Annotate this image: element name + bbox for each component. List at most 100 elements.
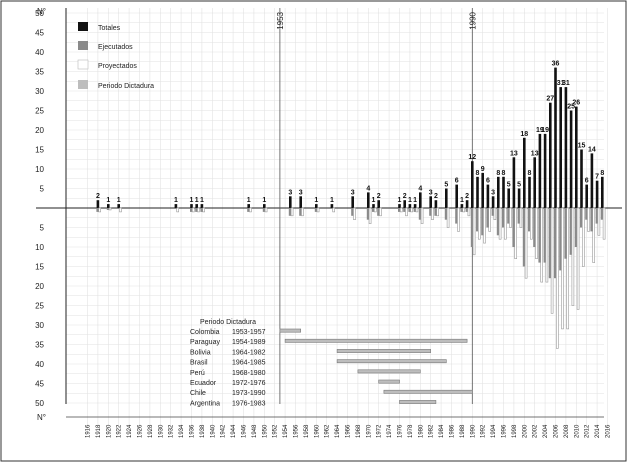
bar-label: 2 [96,193,100,200]
bar-proyectados [405,207,408,217]
x-tick-label: 1946 [242,424,248,438]
dictadura-bar [336,349,432,353]
bar-label: 1 [314,197,318,204]
x-tick-label: 1966 [346,424,352,438]
bar-label: 8 [496,170,500,177]
bar-proyectados [472,207,476,256]
bar-proyectados [592,207,596,263]
bar-proyectados [545,207,549,283]
bar-proyectados [566,207,570,330]
bar-totales [569,110,573,208]
bar-label: 4 [366,185,370,192]
y-tick-label-up: 30 [35,87,44,96]
bar-totales [107,204,110,208]
bar-label: 12 [468,154,476,161]
bar-ejecutados [574,208,577,247]
bar-proyectados [529,207,533,240]
dictadura-bar [279,328,301,333]
bar-totales [564,87,568,208]
x-tick-label: 1960 [314,424,320,438]
x-tick-label: 1944 [231,424,237,438]
bar-proyectados [379,207,382,217]
bar-label: 3 [299,189,303,196]
bar-proyectados [555,207,559,349]
bar-label: 3 [351,189,355,196]
bar-label: 25 [567,104,575,111]
x-tick-label: 1998 [512,424,518,438]
bar-totales [403,200,406,208]
bar-totales [554,67,557,208]
x-tick-label: 2004 [543,424,549,438]
x-tick-label: 1984 [439,424,445,438]
bar-label: 1 [413,197,417,204]
bar-proyectados [446,207,450,228]
legend-label: Proyectados [98,63,137,70]
y-tick-label-up: 20 [35,126,44,135]
bar-ejecutados [538,208,541,263]
bar-ejecutados [200,208,203,212]
bar-totales [507,188,510,208]
bar-proyectados [535,207,538,260]
x-tick-label: 1988 [460,424,466,438]
bar-totales [549,102,552,208]
bar-ejecutados [314,208,317,212]
bar-label: 8 [528,170,532,177]
bar-proyectados [119,207,122,213]
bar-label: 1 [195,197,199,204]
x-tick-label: 1942 [221,424,227,438]
dictadura-bar [284,338,468,343]
bar-proyectados [571,207,575,306]
bar-ejecutados [580,208,583,228]
bar-label: 5 [444,182,448,189]
legend-label: Periodo Dictadura [98,83,154,90]
bar-ejecutados [502,208,505,228]
dictadura-country: Perú [190,370,205,377]
bar-label: 6 [455,178,459,185]
x-tick-label: 2000 [522,424,528,438]
bar-totales [96,200,100,208]
bar-ejecutados [195,208,198,212]
bar-proyectados [290,207,294,217]
y-tick-label-up: 10 [35,165,44,174]
y-tick-label-down: 5 [40,224,45,233]
dictadura-country: Ecuador [190,380,217,387]
x-tick-label: 1918 [96,424,102,438]
x-tick-label: 1922 [117,424,123,438]
bar-proyectados [420,207,424,224]
bar-proyectados [503,207,507,240]
bar-proyectados [576,207,580,310]
bar-ejecutados [398,208,401,212]
x-tick-label: 1982 [429,424,435,438]
bar-label: 1 [408,197,412,204]
bar-label: 36 [552,61,560,68]
y-tick-label-down: 25 [35,302,44,311]
x-tick-label: 1952 [273,424,279,438]
bar-ejecutados [429,208,432,216]
y-tick-label-down: 35 [35,341,44,350]
y-tick-label-down: 20 [35,282,44,291]
y-axis-title-bottom: N° [37,413,46,422]
bar-totales [445,188,448,208]
x-tick-label: 1970 [366,424,372,438]
bar-proyectados [514,207,518,260]
bar-label: 8 [600,170,604,177]
x-tick-label: 2010 [574,424,580,438]
bar-ejecutados [403,208,406,212]
bar-totales [590,153,594,208]
bar-proyectados [550,207,554,314]
bar-label: 1 [247,197,251,204]
bar-label: 14 [588,146,596,153]
bar-totales [174,204,178,208]
x-tick-label: 1950 [262,424,268,438]
bar-proyectados [264,207,268,213]
bar-totales [419,192,422,208]
bar-ejecutados [299,208,302,216]
bar-ejecutados [455,208,458,224]
bar-ejecutados [522,208,525,267]
bar-totales [601,176,604,208]
bar-ejecutados [366,208,369,220]
x-tick-label: 2014 [595,424,601,438]
bar-proyectados [493,207,497,220]
